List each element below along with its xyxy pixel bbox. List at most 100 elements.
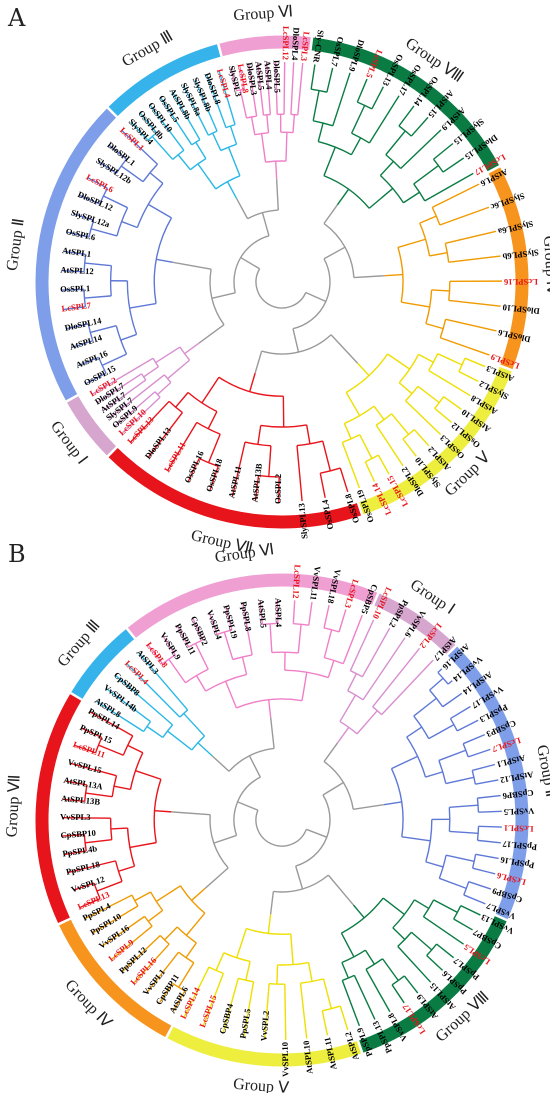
backbone-branch	[198, 324, 225, 344]
tree-branch	[168, 658, 186, 684]
tree-branch	[431, 183, 480, 209]
backbone-branch	[211, 755, 230, 772]
tree-branch	[90, 228, 118, 237]
tree-branch	[297, 62, 304, 116]
tree-branch	[268, 445, 272, 477]
tree-branch	[271, 651, 299, 654]
tree-branch	[245, 961, 251, 981]
tree-branch	[239, 89, 248, 119]
group-ring-segment-g5	[167, 1026, 362, 1067]
tree-branch	[63, 306, 86, 311]
tree-branch	[444, 243, 450, 263]
tree-branch	[139, 113, 158, 134]
leaf-label: AtSPL1	[62, 245, 92, 259]
tree-branch	[313, 120, 334, 127]
tree-branch	[167, 730, 193, 751]
tree-branch	[62, 833, 85, 837]
group-ring-segment-g6	[127, 573, 378, 638]
panel-a-letter: A	[7, 4, 26, 32]
tree-branch	[356, 710, 378, 735]
tree-branch	[122, 735, 134, 756]
tree-branch	[241, 656, 248, 675]
tree-branch	[225, 607, 233, 631]
tree-branch	[121, 130, 158, 165]
tree-branch	[456, 719, 479, 732]
tree-branch	[462, 733, 486, 745]
tree-branch	[460, 905, 481, 916]
tree-branch	[113, 785, 131, 791]
backbone-branch	[292, 258, 331, 330]
tree-branch	[445, 318, 497, 332]
backbone-branch	[323, 742, 339, 762]
tree-branch	[195, 675, 207, 692]
tree-branch	[178, 951, 195, 964]
tree-branch	[434, 396, 445, 409]
tree-branch	[266, 114, 270, 133]
tree-branch	[206, 74, 227, 128]
tree-branch	[411, 931, 433, 951]
tree-branch	[361, 627, 391, 678]
tree-branch	[197, 163, 217, 190]
tree-branch	[62, 270, 85, 273]
tree-branch	[185, 942, 197, 959]
group-label-g2: Group Ⅱ	[4, 217, 28, 272]
tree-branch	[297, 624, 302, 654]
tree-branch	[429, 689, 444, 708]
leaf-label: LcSPL12	[291, 564, 303, 598]
tree-branch	[323, 146, 336, 177]
tree-branch	[472, 763, 496, 772]
tree-branch	[383, 801, 402, 806]
tree-branch	[269, 623, 273, 653]
tree-branch	[365, 454, 379, 463]
tree-branch	[260, 133, 267, 163]
tree-branch	[79, 898, 101, 909]
tree-branch	[167, 422, 198, 471]
leaf-label: DloSPL3	[244, 62, 259, 96]
tree-branch	[379, 174, 405, 204]
leaf-label: AtSPL5	[256, 599, 269, 629]
tree-branch	[349, 619, 375, 671]
tree-branch	[439, 206, 490, 226]
tree-branch	[207, 411, 218, 430]
tree-branches	[62, 62, 503, 502]
group-label-g4: Group Ⅳ	[540, 235, 550, 296]
tree-branch	[259, 601, 264, 625]
backbone-branch	[323, 204, 338, 224]
tree-branch	[322, 440, 332, 472]
tree-branch	[154, 809, 172, 813]
leaf-label: VvSPL11	[308, 565, 323, 600]
tree-branch	[293, 623, 309, 626]
tree-branch	[356, 78, 368, 103]
tree-branch	[413, 715, 430, 739]
tree-branch	[323, 627, 340, 633]
tree-branch	[129, 752, 144, 790]
panel-a: A Sly-CNR OsSPL7 DloSPL9LcSPL5OsSPL13OsSPL…	[4, 3, 550, 557]
tree-branch	[284, 984, 287, 1040]
backbone-branch	[295, 794, 331, 867]
leaf-label: AtSPL13B	[61, 793, 101, 807]
tree-branch	[382, 897, 405, 915]
backbone-branch	[353, 275, 385, 279]
tree-branch	[413, 165, 439, 185]
tree-branch	[239, 65, 246, 90]
tree-branch	[64, 250, 86, 256]
tree-branch	[268, 699, 272, 718]
tree-branch	[148, 412, 183, 458]
tree-branch	[341, 949, 366, 964]
tree-branch	[130, 121, 149, 141]
leaf-label: VvSPL5	[504, 806, 535, 817]
tree-branch	[202, 973, 224, 1026]
tree-branch	[102, 379, 147, 412]
tree-branch	[130, 400, 170, 443]
tree-branch	[339, 720, 358, 735]
tree-branch	[437, 672, 449, 685]
tree-branch	[357, 101, 373, 110]
tree-branch	[115, 325, 128, 355]
tree-branch	[464, 357, 486, 368]
leaf-label: OsSPL16	[182, 449, 206, 485]
tree-branch	[222, 978, 239, 1033]
leaf-label: PpSPL4b	[62, 843, 98, 858]
tree-branch	[425, 322, 444, 330]
leaf-label: SlySPL13	[296, 503, 309, 540]
tree-branch	[372, 647, 421, 708]
